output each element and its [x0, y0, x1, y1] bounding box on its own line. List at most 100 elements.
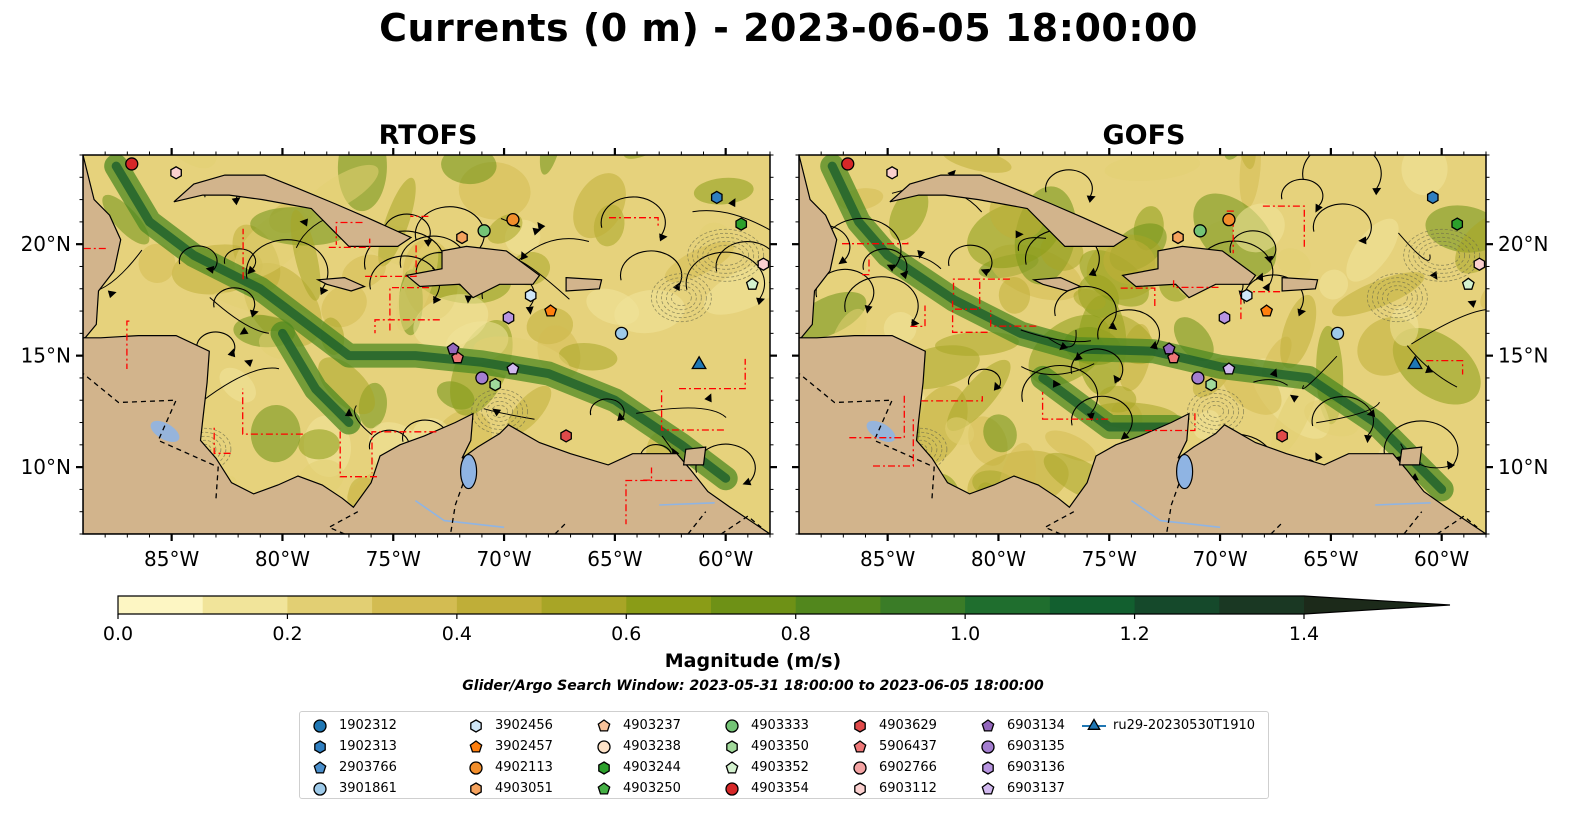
float-marker-5906437 — [451, 351, 464, 364]
float-marker-4903629 — [1276, 429, 1288, 443]
gofs-map-panel: 85°W 80°W 75°W 70°W 65°W 60°W 10°N 15°N 20°N — [792, 148, 1548, 571]
legend-marker-4903350 — [726, 739, 738, 754]
legend-entry-3902457: 3902457 — [464, 736, 553, 757]
legend-marker — [314, 739, 326, 754]
colorbar-tick-label: 0.8 — [781, 623, 811, 645]
legend-entry-4903237: 4903237 — [592, 715, 681, 736]
legend-label: 5906437 — [879, 739, 937, 754]
gofs-panel-title: GOFS — [1102, 120, 1186, 151]
legend-entry-6903135: 6903135 — [976, 736, 1065, 757]
legend-marker-2903766 — [313, 760, 327, 774]
float-marker-3902456 — [524, 288, 537, 303]
colorbar: 0.0 0.2 0.4 0.6 0.8 1.0 1.2 1.4 — [103, 595, 1451, 645]
colorbar-bin — [965, 596, 1051, 614]
colorbar-bin — [711, 596, 797, 614]
legend-marker-4903354 — [725, 781, 739, 796]
figure-title: Currents (0 m) - 2023-06-05 18:00:00 — [379, 6, 1198, 50]
legend-marker-6903112 — [854, 781, 866, 796]
x-tick-label: 60°W — [1414, 547, 1469, 571]
x-tick-label: 75°W — [366, 547, 421, 571]
legend-entry-2903766: 2903766 — [308, 757, 397, 778]
legend-marker-4903352 — [725, 760, 739, 774]
x-tick-label: 85°W — [860, 547, 915, 571]
float-marker-6903136 — [502, 310, 515, 325]
legend-label: 4903238 — [623, 739, 681, 754]
float-markers — [841, 157, 1486, 443]
colorbar-label: Magnitude (m/s) — [664, 650, 842, 672]
float-marker-6903112 — [757, 257, 770, 271]
legend-marker-4903250 — [597, 781, 611, 795]
float-marker-3902457 — [1260, 304, 1274, 317]
legend-entry-4903244: 4903244 — [592, 757, 681, 778]
legend-marker-6903137 — [981, 781, 995, 795]
legend-marker — [854, 718, 866, 733]
legend-entry-4903333: 4903333 — [720, 715, 809, 736]
search-window-note: Glider/Argo Search Window: 2023-05-31 18… — [462, 678, 1044, 694]
y-tick-label: 10°N — [1498, 455, 1548, 479]
legend-marker-4903629 — [854, 718, 866, 733]
legend-marker — [469, 739, 483, 753]
float-marker-6903135 — [475, 371, 489, 385]
legend-marker-6903135 — [981, 739, 995, 754]
legend-marker — [597, 781, 611, 795]
x-tick-label: 80°W — [971, 547, 1026, 571]
colorbar-bin — [626, 596, 712, 614]
legend-entry-4903238: 4903238 — [592, 736, 681, 757]
legend-entry-4903354: 4903354 — [720, 778, 809, 799]
legend-marker — [981, 781, 995, 795]
float-marker-4903354 — [841, 157, 855, 171]
colorbar-extend-arrow — [1304, 596, 1450, 614]
legend-label: 4903333 — [751, 718, 809, 733]
y-tick-label: 20°N — [21, 232, 71, 256]
legend-entry-4903629: 4903629 — [848, 715, 937, 736]
legend-marker — [726, 739, 738, 754]
float-marker-4903350 — [489, 377, 502, 392]
legend-label: 1902312 — [339, 718, 397, 733]
float-marker-ru29-20230530T1910 — [1407, 355, 1423, 370]
legend-label: 4903244 — [623, 760, 681, 775]
legend-label: 4903352 — [751, 760, 809, 775]
colorbar-bin — [880, 596, 966, 614]
float-marker-6903137 — [506, 362, 520, 375]
float-marker-1902313 — [1426, 190, 1439, 205]
float-marker-6903134 — [446, 342, 460, 355]
y-tick-label: 15°N — [21, 344, 71, 368]
float-marker-4903244 — [735, 217, 748, 231]
legend-entry-1902312: 1902312 — [308, 715, 397, 736]
legend-label: 4902113 — [495, 760, 553, 775]
legend-label: 1902313 — [339, 739, 397, 754]
legend-entry-6903137: 6903137 — [976, 778, 1065, 799]
colorbar-bin — [372, 596, 458, 614]
float-marker-6903136 — [1218, 310, 1231, 325]
legend-marker — [597, 739, 611, 754]
legend-marker-3902457 — [469, 739, 483, 753]
float-marker-3902456 — [1240, 288, 1253, 303]
legend-label: ru29-20230530T1910 — [1113, 718, 1256, 733]
float-marker-4903352 — [745, 277, 759, 290]
legend-entry-3902456: 3902456 — [464, 715, 553, 736]
legend-label: 4903237 — [623, 718, 681, 733]
float-marker-6903112 — [170, 166, 182, 180]
legend-marker-4903051 — [470, 781, 482, 796]
legend-marker — [598, 760, 610, 775]
x-tick-label: 70°W — [1192, 547, 1247, 571]
x-tick-label: 60°W — [698, 547, 753, 571]
legend-marker-1902313 — [314, 739, 326, 754]
legend-marker — [313, 760, 327, 774]
colorbar-tick-label: 1.2 — [1119, 623, 1149, 645]
legend-marker — [854, 781, 866, 796]
colorbar-tick-label: 0.6 — [611, 623, 641, 645]
legend-marker-6902766 — [853, 760, 867, 775]
legend-entry-6903112: 6903112 — [848, 778, 937, 799]
legend-label: 6903135 — [1007, 739, 1065, 754]
legend-label: 3901861 — [339, 781, 397, 796]
legend-marker — [853, 739, 867, 753]
float-marker-6903135 — [1191, 371, 1205, 385]
colorbar-bin — [795, 596, 881, 614]
legend-entry-6903136: 6903136 — [976, 757, 1065, 778]
legend-entry-6903134: 6903134 — [976, 715, 1065, 736]
legend-marker — [725, 760, 739, 774]
legend-marker — [725, 718, 739, 733]
colorbar-tick-label: 0.2 — [272, 623, 302, 645]
